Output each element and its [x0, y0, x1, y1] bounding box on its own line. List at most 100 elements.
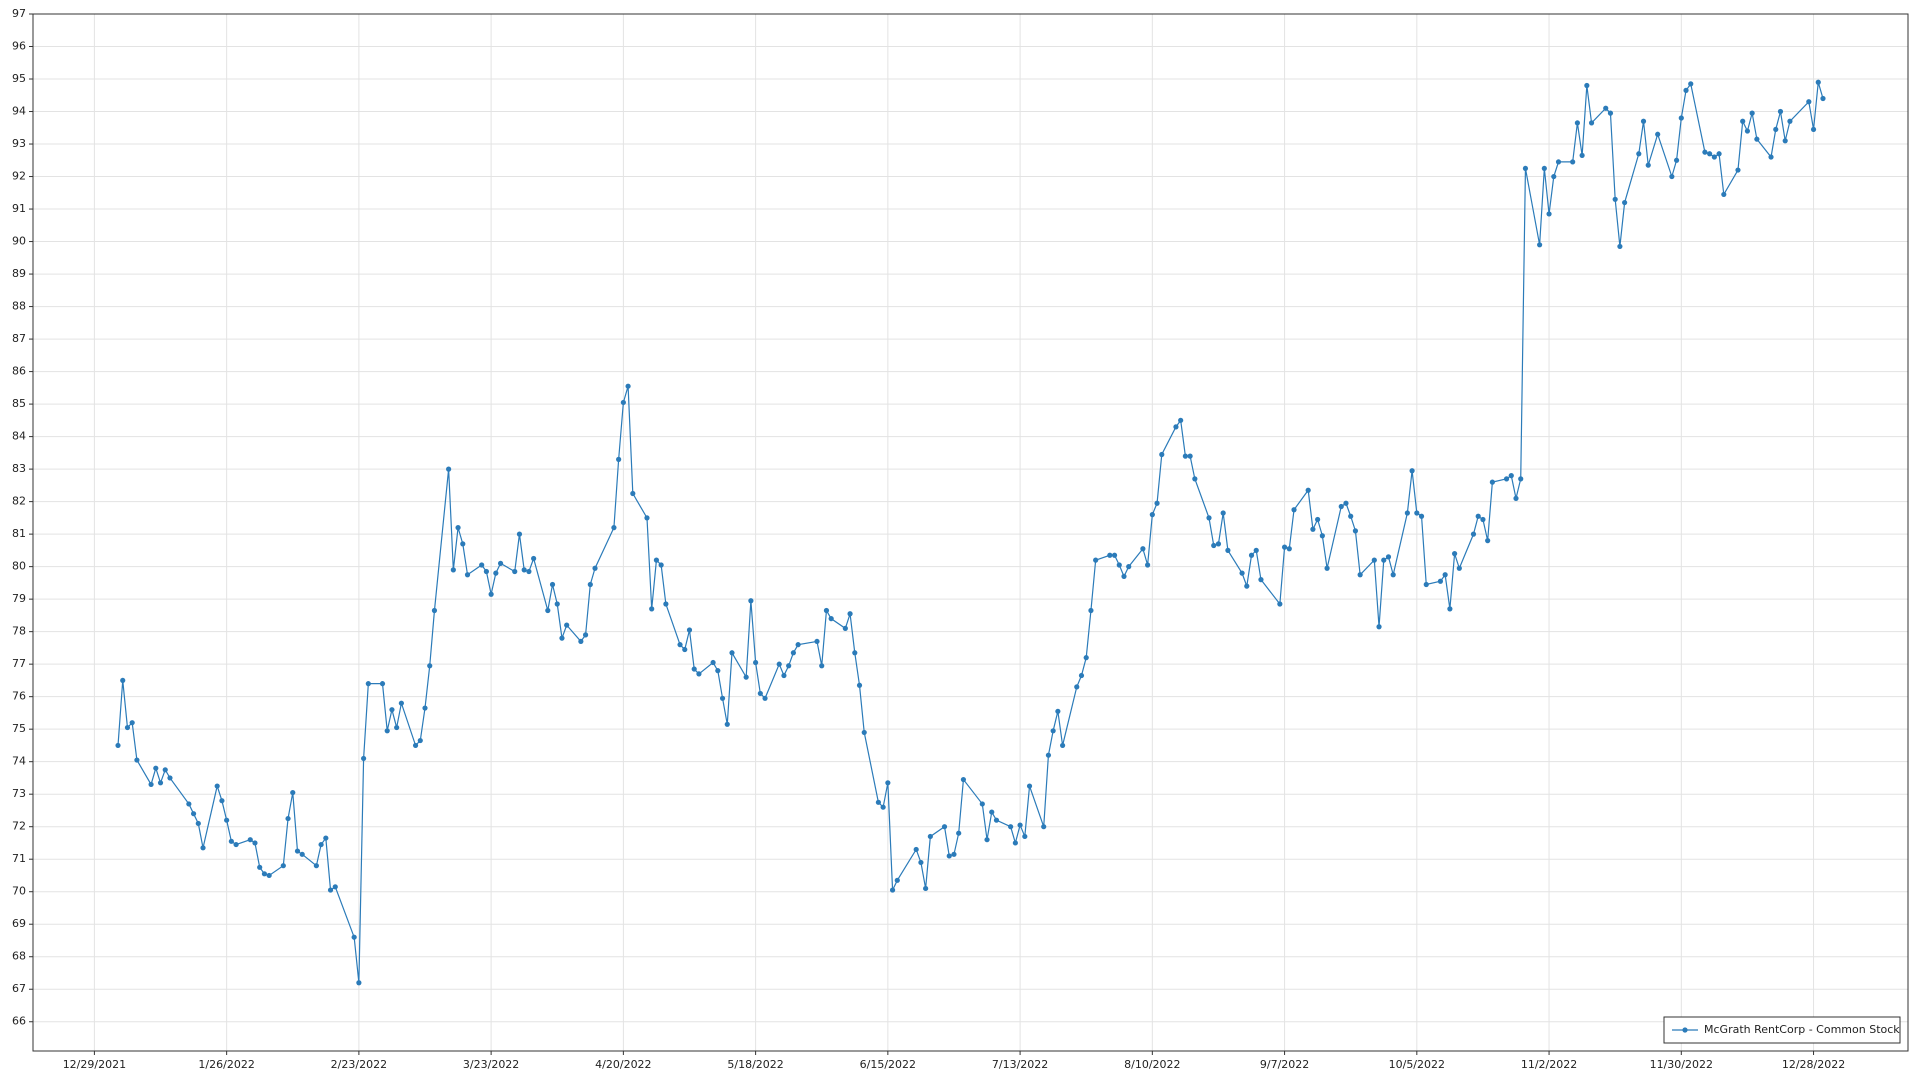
- data-point: [351, 934, 357, 940]
- data-point: [483, 568, 490, 575]
- data-point: [644, 515, 650, 521]
- data-point: [1074, 684, 1080, 690]
- data-point: [719, 695, 726, 701]
- data-point: [497, 560, 504, 566]
- data-point: [894, 877, 900, 883]
- data-point: [1537, 242, 1543, 248]
- data-point: [1315, 516, 1321, 523]
- y-tick-label: 67: [12, 982, 26, 995]
- y-tick-label: 89: [12, 267, 26, 280]
- data-point: [1093, 557, 1099, 563]
- data-point: [710, 659, 716, 666]
- data-point: [927, 833, 933, 840]
- data-point: [224, 817, 230, 823]
- data-point: [1678, 115, 1684, 121]
- data-point: [696, 671, 702, 677]
- data-point: [923, 885, 929, 892]
- x-tick-label: 12/28/2022: [1782, 1058, 1845, 1071]
- legend-swatch-point: [1682, 1027, 1688, 1033]
- y-tick-label: 75: [12, 722, 26, 735]
- data-point: [1768, 154, 1774, 160]
- data-point: [1513, 495, 1519, 501]
- data-point: [1735, 167, 1741, 173]
- data-point: [1574, 120, 1580, 126]
- data-point: [1385, 554, 1392, 560]
- data-point: [993, 817, 1000, 823]
- data-point: [1711, 154, 1717, 160]
- data-point: [1451, 551, 1458, 557]
- data-point: [233, 841, 239, 848]
- data-point: [261, 871, 268, 877]
- x-tick-label: 3/23/2022: [463, 1058, 519, 1071]
- data-point: [620, 399, 626, 406]
- data-point: [1475, 513, 1481, 519]
- data-point: [658, 562, 664, 568]
- data-point: [1159, 451, 1165, 458]
- data-point: [488, 591, 494, 597]
- data-point: [786, 663, 792, 669]
- y-tick-label: 82: [12, 495, 26, 508]
- data-point: [852, 650, 858, 656]
- data-point: [1683, 87, 1689, 93]
- data-point: [1437, 578, 1444, 584]
- data-point: [1121, 573, 1127, 579]
- data-point: [776, 661, 782, 667]
- data-point: [1319, 533, 1325, 539]
- data-point: [512, 568, 518, 575]
- data-point: [762, 695, 768, 701]
- data-point: [979, 801, 985, 807]
- data-point: [724, 721, 730, 727]
- y-tick-label: 79: [12, 592, 26, 605]
- data-point: [653, 557, 660, 563]
- data-point: [1423, 581, 1429, 588]
- data-point: [1815, 79, 1821, 85]
- data-point: [299, 851, 305, 857]
- data-point: [1541, 165, 1547, 172]
- data-point: [1145, 562, 1151, 568]
- data-point: [1518, 476, 1524, 482]
- data-point: [148, 781, 154, 788]
- x-tick-label: 11/30/2022: [1650, 1058, 1713, 1071]
- y-tick-label: 85: [12, 397, 26, 410]
- y-tick-label: 72: [12, 820, 26, 833]
- y-tick-label: 70: [12, 885, 26, 898]
- data-point: [729, 650, 735, 656]
- y-tick-label: 83: [12, 462, 26, 475]
- data-point: [1041, 824, 1047, 830]
- data-point: [1357, 572, 1363, 578]
- data-point: [889, 887, 896, 893]
- data-point: [531, 555, 537, 562]
- data-point: [682, 646, 688, 653]
- data-point: [1149, 512, 1155, 518]
- data-point: [290, 789, 296, 796]
- data-point: [1348, 513, 1354, 519]
- data-point: [157, 780, 164, 786]
- data-point: [1277, 601, 1283, 607]
- data-point: [124, 724, 131, 731]
- data-point: [1253, 547, 1259, 553]
- data-point: [379, 681, 386, 687]
- data-point: [856, 682, 863, 688]
- data-point: [1215, 541, 1222, 547]
- data-point: [1012, 840, 1018, 846]
- y-tick-label: 69: [12, 917, 26, 930]
- x-tick-label: 6/15/2022: [860, 1058, 916, 1071]
- data-point: [1182, 453, 1188, 459]
- data-point: [941, 824, 948, 830]
- data-point: [1111, 552, 1118, 558]
- data-point: [592, 565, 598, 571]
- data-point: [545, 607, 551, 614]
- data-point: [1669, 173, 1675, 180]
- data-point: [1754, 136, 1760, 142]
- data-point: [257, 864, 263, 870]
- data-point: [823, 607, 830, 614]
- data-point: [715, 668, 721, 674]
- data-point: [361, 755, 367, 762]
- data-point: [1570, 159, 1576, 165]
- y-tick-label: 97: [12, 7, 26, 20]
- data-point: [134, 757, 140, 763]
- data-point: [1806, 99, 1812, 105]
- data-point: [757, 690, 763, 697]
- data-point: [1622, 199, 1628, 206]
- y-tick-label: 73: [12, 787, 26, 800]
